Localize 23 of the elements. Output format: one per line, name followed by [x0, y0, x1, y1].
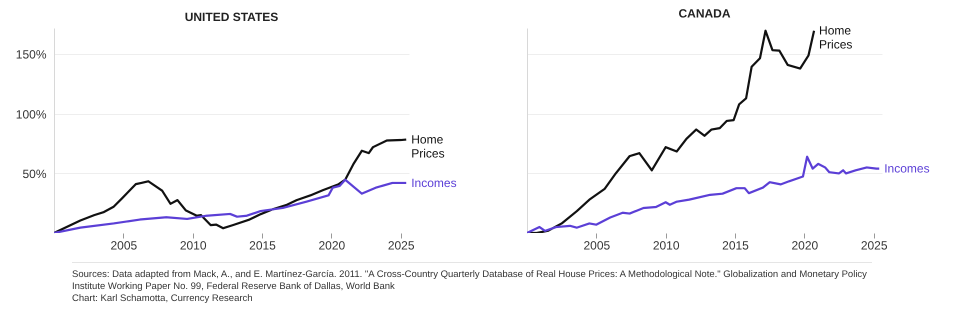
- x-tick-label: 2025: [388, 238, 415, 252]
- x-tick-label: 2015: [249, 238, 276, 252]
- x-tick-label: 2015: [722, 238, 750, 252]
- y-tick-label: 150%: [16, 48, 47, 62]
- source-note: Sources: Data adapted from Mack, A., and E. Martínez-García. 2011. "A Cross-Country Quarterly Database of Real House Prices: A Methodological Note." Globalization and Monetary Policy Institute Working Paper No. 99, Federal Reserve Bank of Dallas, World Bank: [72, 269, 868, 293]
- x-tick-label: 2025: [860, 238, 888, 252]
- series-label: Home Prices: [411, 132, 445, 161]
- x-tick-label: 2005: [583, 238, 611, 252]
- y-tick-label: 50%: [22, 166, 47, 181]
- series-label: Home Prices: [819, 24, 852, 52]
- x-tick-label: 2010: [180, 238, 207, 252]
- x-tick-label: 2020: [318, 238, 346, 252]
- x-tick-label: 2020: [791, 238, 819, 252]
- text: Chart: Karl Schamotta, Currency Research: [72, 293, 254, 305]
- y-tick-label: 100%: [16, 107, 47, 122]
- series-label: Incomes: [884, 162, 930, 176]
- series-label: Incomes: [411, 176, 457, 190]
- x-tick-label: 2010: [652, 238, 680, 252]
- chart-title: CANADA: [678, 6, 731, 21]
- chart-title: UNITED STATES: [184, 10, 278, 24]
- line-series: [54, 138, 408, 233]
- line-series: [54, 178, 408, 233]
- x-tick-label: 2005: [110, 238, 138, 252]
